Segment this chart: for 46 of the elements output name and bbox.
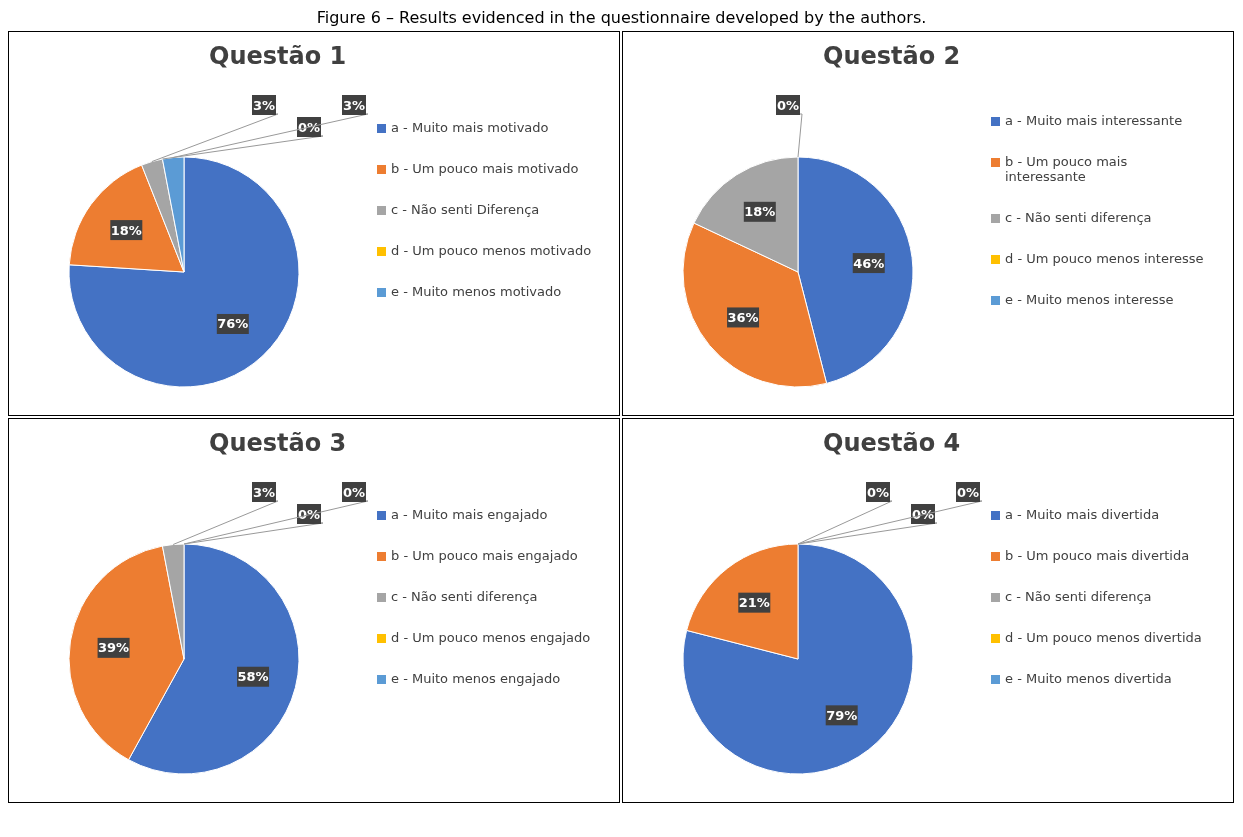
data-label: 58% xyxy=(237,669,269,685)
legend-label: a - Muito mais divertida xyxy=(1005,507,1160,522)
data-label: 46% xyxy=(853,255,885,271)
text: 0% xyxy=(866,484,890,500)
legend-label: a - Muito mais motivado xyxy=(391,120,549,135)
data-label: 18% xyxy=(744,204,776,220)
legend-label: c - Não senti diferença xyxy=(391,589,538,604)
legend-label: c - Não senti Diferença xyxy=(391,202,540,217)
chart-title: Questão 1 xyxy=(209,42,347,70)
data-label: 79% xyxy=(826,707,858,723)
text: 0% xyxy=(911,506,935,522)
legend-label: d - Um pouco menos divertida xyxy=(1005,630,1202,645)
data-label: 21% xyxy=(738,595,770,611)
legend-label: e - Muito menos motivado xyxy=(391,284,562,299)
data-label: 3% xyxy=(252,97,276,113)
legend-label: b - Um pouco mais interessante xyxy=(1005,153,1129,184)
chart-title: Questão 2 xyxy=(823,42,961,70)
data-label: 18% xyxy=(110,222,142,238)
legend-label: e - Muito menos divertida xyxy=(1005,671,1172,686)
legend-label: e - Muito menos engajado xyxy=(391,671,561,686)
text: 0% xyxy=(956,484,980,500)
legend-label: b - Um pouco mais motivado xyxy=(391,161,579,176)
legend-label: b - Um pouco mais divertida xyxy=(1005,548,1190,563)
legend-label: c - Não senti diferença xyxy=(1005,209,1152,225)
text: 0% xyxy=(776,97,800,113)
data-label: 3% xyxy=(342,97,366,113)
legend-label: a - Muito mais engajado xyxy=(391,507,548,522)
pie-slice xyxy=(68,156,300,388)
text: 0% xyxy=(297,119,321,135)
legend-label: c - Não senti diferença xyxy=(1005,589,1152,604)
legend-label: b - Um pouco mais engajado xyxy=(391,548,578,563)
legend-label: d - Um pouco menos motivado xyxy=(391,243,592,258)
chart-title: Questão 3 xyxy=(209,429,347,457)
text: 0% xyxy=(342,484,366,500)
data-label: 39% xyxy=(98,640,130,656)
legend-label: d - Um pouco menos interesse xyxy=(1005,250,1204,266)
caption: Figure 6 – Results evidenced in the questionnaire developed by the authors. xyxy=(315,8,928,27)
legend-label: a - Muito mais interessante xyxy=(1005,112,1183,128)
legend-label: e - Muito menos interesse xyxy=(1005,291,1174,307)
data-label: 36% xyxy=(727,309,759,325)
data-label: 76% xyxy=(217,316,249,332)
chart-title: Questão 4 xyxy=(823,429,961,457)
data-label: 3% xyxy=(252,484,276,500)
legend-label: d - Um pouco menos engajado xyxy=(391,630,591,645)
text: 0% xyxy=(297,506,321,522)
pie-slice xyxy=(682,543,914,775)
